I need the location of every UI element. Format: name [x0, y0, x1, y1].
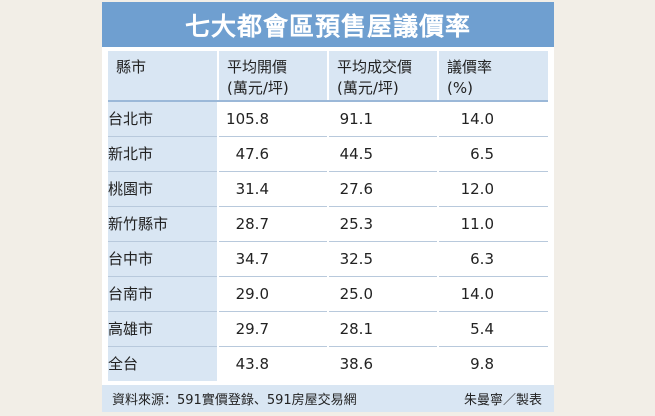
rate-cell: 11.0 [437, 206, 548, 242]
rate-cell: 6.5 [437, 136, 548, 172]
city-cell: 新竹縣市 [108, 206, 218, 242]
deal-price-cell: 27.6 [327, 171, 438, 207]
deal-price-cell: 44.5 [327, 136, 438, 172]
header-deal-price: 平均成交價 (萬元/坪) [327, 51, 438, 102]
asking-price-cell: 29.0 [217, 276, 328, 312]
rate-cell: 9.8 [437, 346, 548, 381]
header-row: 縣市 平均開價 (萬元/坪) 平均成交價 (萬元/坪) 議價率 (%) [108, 51, 548, 102]
asking-price-cell: 43.8 [217, 346, 328, 381]
deal-price-cell: 91.1 [327, 101, 438, 137]
deal-price-cell: 32.5 [327, 241, 438, 277]
table-row: 台北市 105.8 91.1 14.0 [108, 101, 548, 137]
table-title: 七大都會區預售屋議價率 [102, 2, 554, 47]
credit-note: 朱曼寧／製表 [463, 393, 542, 408]
header-city: 縣市 [108, 51, 218, 102]
deal-price-cell: 25.0 [327, 276, 438, 312]
source-note: 資料來源：591實價登錄、591房屋交易網 [112, 393, 357, 408]
city-cell: 新北市 [108, 136, 218, 172]
header-asking-price: 平均開價 (萬元/坪) [217, 51, 328, 102]
asking-price-cell: 34.7 [217, 241, 328, 277]
table-row: 全台 43.8 38.6 9.8 [108, 346, 548, 381]
rate-cell: 6.3 [437, 241, 548, 277]
rate-cell: 14.0 [437, 101, 548, 137]
asking-price-cell: 105.8 [217, 101, 328, 137]
info-card: 七大都會區預售屋議價率 縣市 平均開價 (萬元/坪) 平均成交價 (萬元/坪) 議價… [102, 2, 554, 412]
rate-cell: 14.0 [437, 276, 548, 312]
city-cell: 桃園市 [108, 171, 218, 207]
data-table: 縣市 平均開價 (萬元/坪) 平均成交價 (萬元/坪) 議價率 (%) 台北市 105… [108, 51, 548, 381]
asking-price-cell: 28.7 [217, 206, 328, 242]
table-row: 高雄市 29.7 28.1 5.4 [108, 311, 548, 347]
table-footer: 資料來源：591實價登錄、591房屋交易網 朱曼寧／製表 [102, 385, 554, 412]
table-row: 新竹縣市 28.7 25.3 11.0 [108, 206, 548, 242]
city-cell: 台北市 [108, 101, 218, 137]
deal-price-cell: 38.6 [327, 346, 438, 381]
asking-price-cell: 31.4 [217, 171, 328, 207]
deal-price-cell: 25.3 [327, 206, 438, 242]
table-row: 台南市 29.0 25.0 14.0 [108, 276, 548, 312]
city-cell: 高雄市 [108, 311, 218, 347]
table-row: 新北市 47.6 44.5 6.5 [108, 136, 548, 172]
table-row: 台中市 34.7 32.5 6.3 [108, 241, 548, 277]
city-cell: 台南市 [108, 276, 218, 312]
deal-price-cell: 28.1 [327, 311, 438, 347]
rate-cell: 12.0 [437, 171, 548, 207]
city-cell: 台中市 [108, 241, 218, 277]
city-cell: 全台 [108, 346, 218, 381]
table-row: 桃園市 31.4 27.6 12.0 [108, 171, 548, 207]
asking-price-cell: 29.7 [217, 311, 328, 347]
header-rate: 議價率 (%) [437, 51, 548, 102]
rate-cell: 5.4 [437, 311, 548, 347]
asking-price-cell: 47.6 [217, 136, 328, 172]
